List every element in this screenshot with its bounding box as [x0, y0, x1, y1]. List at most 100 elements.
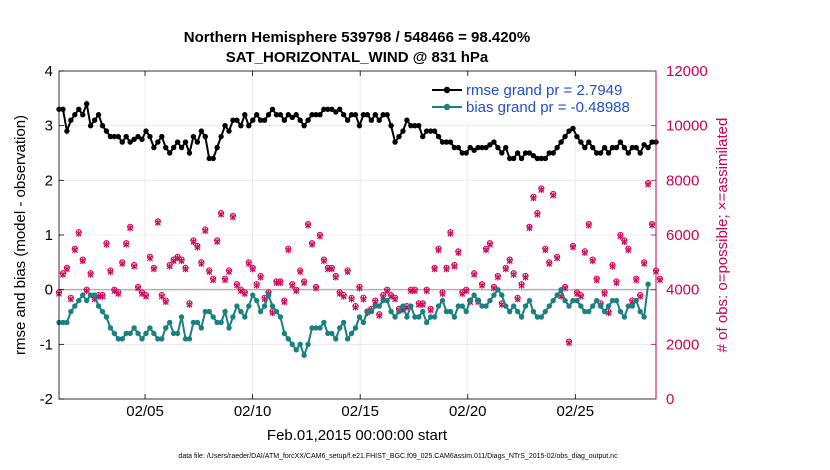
obs-assimilated-point [226, 268, 232, 276]
rmse-point [546, 150, 552, 156]
bias-point [170, 330, 177, 337]
rmse-point [143, 128, 149, 134]
bias-point [439, 297, 446, 304]
rmse-point [578, 139, 584, 145]
rmse-point [629, 144, 635, 151]
obs-assimilated-point [241, 290, 248, 297]
bias-point [578, 303, 584, 309]
rmse-point [194, 139, 201, 145]
rmse-point [550, 150, 556, 156]
bias-point [87, 292, 94, 298]
y-tick-label-right: 10000 [666, 118, 708, 135]
rmse-point [471, 147, 477, 153]
rmse-point [206, 155, 212, 162]
obs-assimilated-point [146, 255, 153, 262]
bias-point [178, 314, 185, 320]
obs-assimilated-point [621, 238, 628, 246]
bias-point [325, 330, 331, 337]
obs-assimilated-point [443, 265, 450, 273]
y-tick-label-left: 2 [45, 172, 53, 189]
obs-assimilated-point [585, 222, 592, 229]
obs-assimilated-point [178, 257, 185, 265]
obs-assimilated-point [336, 290, 343, 297]
y-axis-left: -2 -1 0 1 2 3 4 [40, 63, 64, 408]
bias-point [80, 292, 86, 298]
bias-point [234, 303, 240, 309]
rmse-point [182, 139, 189, 145]
rmse-point [127, 139, 133, 145]
rmse-point [416, 122, 422, 129]
rmse-point [356, 122, 363, 129]
rmse-point [317, 112, 323, 118]
x-tick-label: 02/25 [557, 403, 595, 420]
bias-point [218, 319, 224, 326]
obs-assimilated-point [510, 271, 517, 278]
bias-point [633, 297, 639, 304]
rmse-point [60, 106, 66, 112]
rmse-point [139, 136, 145, 143]
obs-assimilated-point [237, 287, 244, 295]
bias-point [617, 308, 624, 315]
legend-bias-marker [443, 103, 451, 111]
obs-assimilated-point [447, 230, 454, 237]
bias-point [495, 286, 501, 293]
obs-assimilated-point [218, 211, 225, 218]
bias-point [281, 330, 288, 337]
obs-assimilated-point [344, 268, 351, 276]
obs-assimilated-point [360, 296, 367, 303]
legend-rmse-label: rmse grand pr = 2.7949 [466, 82, 622, 99]
bias-point [163, 325, 169, 331]
bias-point [392, 314, 398, 320]
bias-point [159, 336, 165, 342]
bias-point [376, 303, 382, 309]
rmse-point [115, 133, 122, 140]
bias-point [574, 297, 580, 304]
bias-point [107, 325, 114, 331]
bias-point [562, 297, 568, 304]
rmse-point [479, 144, 485, 151]
rmse-point [412, 122, 418, 129]
rmse-point [408, 122, 414, 129]
bias-point [119, 336, 125, 342]
bias-point [83, 297, 90, 304]
rmse-point [597, 150, 604, 156]
rmse-point [447, 139, 454, 145]
obs-assimilated-point [427, 306, 434, 314]
rmse-point [131, 136, 137, 143]
rmse-point [257, 117, 264, 123]
rmse-point [593, 150, 600, 156]
rmse-point [491, 139, 497, 145]
obs-assimilated-point [451, 263, 458, 270]
rmse-point [582, 144, 588, 151]
bias-point [534, 314, 541, 320]
rmse-point [309, 112, 315, 118]
rmse-point [151, 144, 157, 151]
rmse-point [570, 125, 576, 132]
obs-assimilated-point [542, 246, 549, 254]
obs-assimilated-point [202, 227, 209, 235]
y-axis-right-label: # of obs: o=possible; ×=assimilated [714, 118, 731, 353]
rmse-point [159, 133, 165, 140]
bias-point [530, 308, 537, 315]
obs-assimilated-point [625, 246, 632, 254]
legend: rmse grand pr = 2.7949 bias grand pr = -… [427, 76, 652, 122]
rmse-point [321, 106, 327, 112]
bias-point [641, 314, 647, 320]
bias-point [637, 308, 643, 315]
rmse-point [174, 139, 181, 145]
rmse-point [574, 133, 580, 140]
rmse-point [147, 133, 153, 140]
rmse-point [617, 139, 624, 145]
legend-box [427, 76, 652, 122]
bias-point [313, 325, 319, 331]
rmse-point [554, 144, 560, 151]
y-tick-label-left: 3 [45, 118, 53, 135]
rmse-point [427, 128, 434, 134]
obs-assimilated-point [645, 181, 652, 188]
bias-point [586, 308, 592, 315]
bias-point [111, 330, 118, 337]
bias-point [593, 297, 600, 304]
rmse-point [214, 144, 220, 151]
bias-point [182, 336, 189, 342]
rmse-point [273, 112, 280, 118]
